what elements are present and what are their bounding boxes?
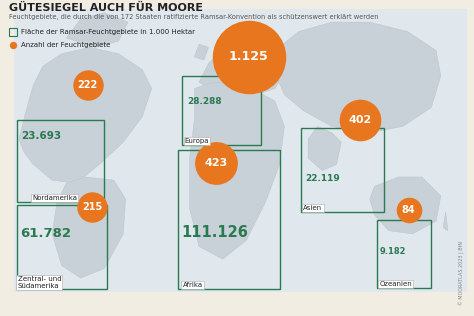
Text: 222: 222 xyxy=(78,80,98,90)
Bar xyxy=(14,9,467,292)
Bar xyxy=(301,128,384,212)
Text: 22.119: 22.119 xyxy=(305,174,339,183)
Bar xyxy=(17,120,104,202)
Point xyxy=(9,43,17,48)
Polygon shape xyxy=(308,126,341,171)
Polygon shape xyxy=(19,47,152,183)
Bar xyxy=(9,28,17,36)
Polygon shape xyxy=(66,13,128,47)
Point xyxy=(212,160,219,165)
Text: 423: 423 xyxy=(204,158,228,168)
Point xyxy=(84,83,91,88)
Text: Nordamerika: Nordamerika xyxy=(32,195,77,201)
Polygon shape xyxy=(443,212,448,231)
Text: 111.126: 111.126 xyxy=(181,225,248,240)
Text: Zentral- und
Südamerika: Zentral- und Südamerika xyxy=(18,276,61,289)
Bar xyxy=(377,220,431,288)
Bar xyxy=(17,205,107,289)
Point xyxy=(405,208,412,213)
Text: 23.693: 23.693 xyxy=(21,131,61,141)
Text: 402: 402 xyxy=(348,115,372,125)
Point xyxy=(89,204,96,210)
Point xyxy=(356,118,364,123)
Text: GÜTESIEGEL AUCH FÜR MOORE: GÜTESIEGEL AUCH FÜR MOORE xyxy=(9,3,202,13)
Polygon shape xyxy=(275,22,441,133)
Point xyxy=(245,54,253,59)
Polygon shape xyxy=(190,82,284,259)
Text: 61.782: 61.782 xyxy=(20,227,71,240)
Text: Ozeanien: Ozeanien xyxy=(379,281,412,287)
Text: Fläche der Ramsar-Feuchtgebiete in 1.000 Hektar: Fläche der Ramsar-Feuchtgebiete in 1.000… xyxy=(21,29,195,34)
Bar xyxy=(182,76,261,145)
Text: Asien: Asien xyxy=(303,205,322,211)
Text: 28.288: 28.288 xyxy=(187,97,222,106)
Text: 1.125: 1.125 xyxy=(229,50,269,64)
Polygon shape xyxy=(194,44,209,60)
Polygon shape xyxy=(370,177,441,234)
Text: Europa: Europa xyxy=(185,138,210,144)
Text: 84: 84 xyxy=(402,205,415,215)
Text: 9.182: 9.182 xyxy=(379,247,406,256)
Text: Anzahl der Feuchtgebiete: Anzahl der Feuchtgebiete xyxy=(21,42,110,48)
Polygon shape xyxy=(199,44,284,95)
Text: © MOORATLAS 2023 | BfN: © MOORATLAS 2023 | BfN xyxy=(459,241,465,305)
Text: Afrika: Afrika xyxy=(182,282,202,288)
Polygon shape xyxy=(52,177,126,278)
Bar xyxy=(178,150,280,289)
Text: Feuchtgebiete, die durch die von 172 Staaten ratifizierte Ramsar-Konvention als : Feuchtgebiete, die durch die von 172 Sta… xyxy=(9,14,378,20)
Text: 215: 215 xyxy=(82,202,102,212)
